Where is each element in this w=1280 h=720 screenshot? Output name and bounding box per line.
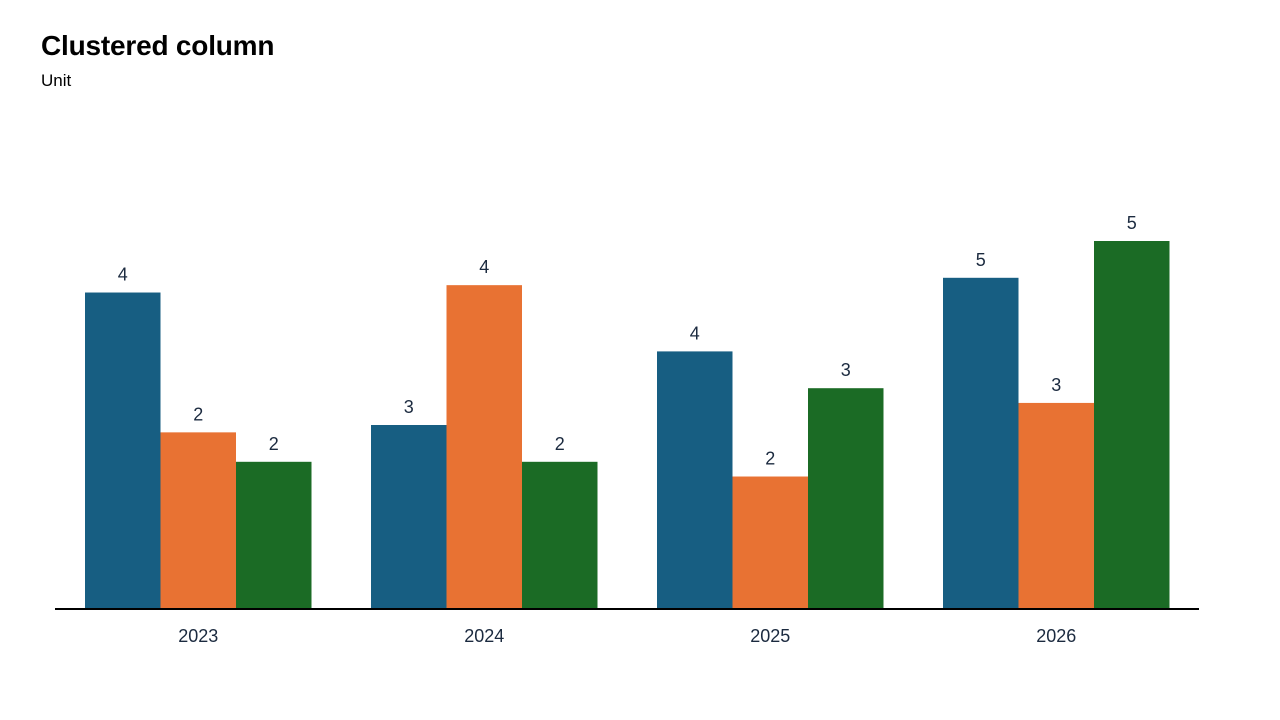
data-label-2025-s1: 4	[690, 323, 700, 343]
bar-2024-s1	[371, 425, 447, 609]
data-label-2023-s2: 2	[193, 404, 203, 424]
chart-title: Clustered column	[41, 30, 275, 61]
data-label-2026-s3: 5	[1127, 213, 1137, 233]
data-label-2025-s2: 2	[765, 449, 775, 469]
x-tick-label-2024: 2024	[464, 626, 504, 646]
x-tick-label-2023: 2023	[178, 626, 218, 646]
data-label-2024-s3: 2	[555, 434, 565, 454]
bar-2024-s2	[446, 285, 522, 609]
bar-2023-s2	[160, 432, 236, 609]
chart-subtitle: Unit	[41, 71, 72, 90]
x-tick-label-2025: 2025	[750, 626, 790, 646]
bar-2025-s2	[732, 476, 808, 609]
x-tick-label-2026: 2026	[1036, 626, 1076, 646]
bar-2023-s1	[85, 292, 161, 609]
data-label-2024-s2: 4	[479, 257, 489, 277]
data-label-2026-s2: 3	[1051, 375, 1061, 395]
bar-2024-s3	[522, 461, 598, 609]
bar-2025-s1	[657, 351, 733, 609]
bar-2026-s3	[1094, 241, 1170, 609]
bar-2025-s3	[808, 388, 884, 609]
data-label-2026-s1: 5	[976, 250, 986, 270]
bar-2026-s2	[1018, 402, 1094, 609]
data-label-2023-s1: 4	[118, 265, 128, 285]
data-label-2023-s3: 2	[269, 434, 279, 454]
bar-2026-s1	[943, 277, 1019, 609]
data-label-2025-s3: 3	[841, 360, 851, 380]
data-label-2024-s1: 3	[404, 397, 414, 417]
bar-2023-s3	[236, 461, 312, 609]
